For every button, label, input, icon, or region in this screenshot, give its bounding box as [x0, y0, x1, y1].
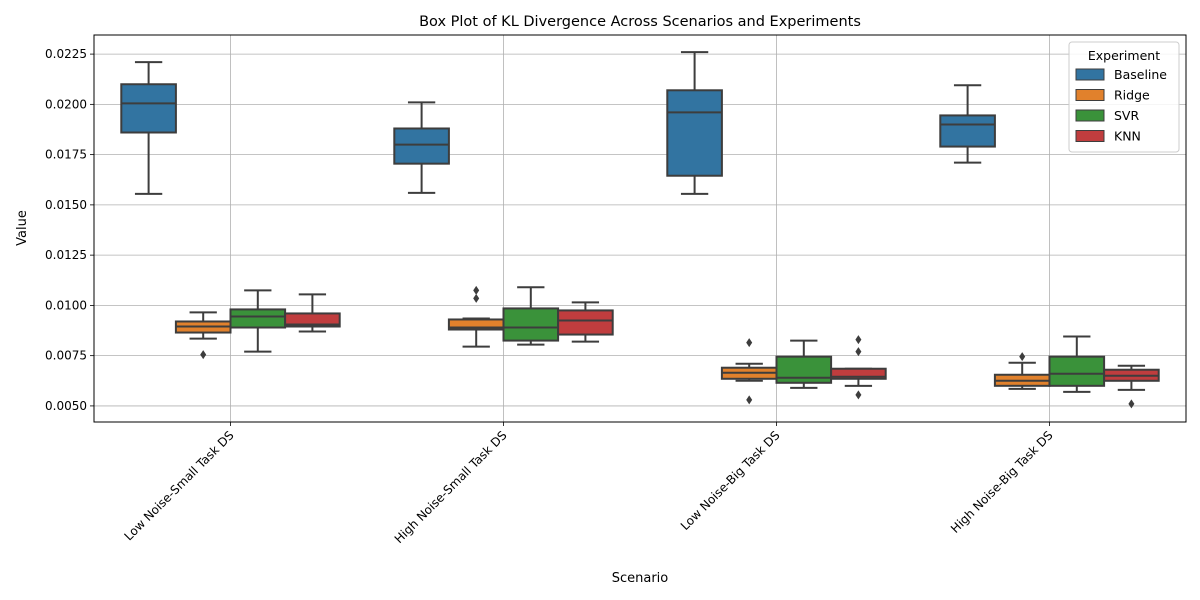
legend-swatch-ridge	[1075, 89, 1105, 101]
box-knn	[1103, 364, 1160, 409]
box-layer	[120, 51, 1160, 409]
box-body	[1048, 355, 1106, 387]
outlier-point	[855, 335, 862, 345]
outlier-point	[746, 395, 753, 405]
legend-label-ridge: Ridge	[1114, 88, 1150, 103]
y-axis: 0.0050 0.0075 0.0100 0.0125 0.0150 0.0175 0.02…	[45, 47, 94, 413]
box-body	[284, 312, 341, 328]
x-axis-label: Scenario	[612, 571, 669, 586]
legend-swatch-baseline	[1075, 68, 1105, 81]
outlier-point	[1128, 399, 1135, 409]
y-tick-label: 0.0150	[45, 198, 87, 212]
box-body	[775, 355, 833, 384]
y-tick-label: 0.0075	[45, 349, 87, 363]
box-body	[393, 127, 450, 165]
box-body	[502, 307, 560, 342]
outlier-point	[855, 347, 862, 357]
box-body	[120, 83, 177, 134]
legend-label-svr: SVR	[1114, 108, 1139, 123]
box-ridge	[447, 285, 505, 348]
outlier-point	[473, 285, 480, 295]
legend-label-knn: KNN	[1114, 129, 1141, 144]
box-knn	[284, 293, 341, 333]
box-body	[830, 367, 887, 380]
grid-layer	[94, 35, 1186, 422]
outlier-point	[473, 293, 480, 303]
box-baseline	[393, 101, 450, 194]
box-body	[229, 308, 287, 329]
y-tick-label: 0.0050	[45, 399, 87, 413]
y-tick-label: 0.0225	[45, 47, 87, 61]
box-svr	[502, 286, 560, 346]
outlier-point	[855, 390, 862, 400]
y-tick-label: 0.0175	[45, 148, 87, 162]
chart-title: Box Plot of KL Divergence Across Scenari…	[419, 14, 861, 30]
box-body	[666, 89, 723, 177]
y-axis-label: Value	[15, 210, 30, 246]
legend-items: Baseline Ridge SVR KNN	[1075, 67, 1167, 144]
box-baseline	[939, 84, 996, 164]
outlier-point	[746, 338, 753, 348]
outlier-point	[1019, 352, 1026, 362]
legend-swatch-svr	[1075, 109, 1105, 122]
box-baseline	[666, 51, 723, 195]
plot-frame	[93, 34, 1187, 423]
box-body	[939, 114, 996, 148]
legend-swatch-knn	[1075, 130, 1105, 142]
y-tick-label: 0.0100	[45, 298, 87, 312]
legend-label-baseline: Baseline	[1114, 67, 1167, 82]
legend: Experiment Baseline Ridge SVR KNN	[1068, 41, 1180, 153]
box-svr	[1048, 335, 1106, 393]
box-body	[557, 309, 614, 336]
box-knn	[830, 335, 887, 400]
y-tick-label: 0.0125	[45, 248, 87, 262]
y-tick-label: 0.0200	[45, 97, 87, 111]
box-baseline	[120, 61, 177, 195]
outlier-point	[200, 350, 207, 360]
box-knn	[557, 301, 614, 343]
legend-title: Experiment	[1088, 48, 1160, 63]
